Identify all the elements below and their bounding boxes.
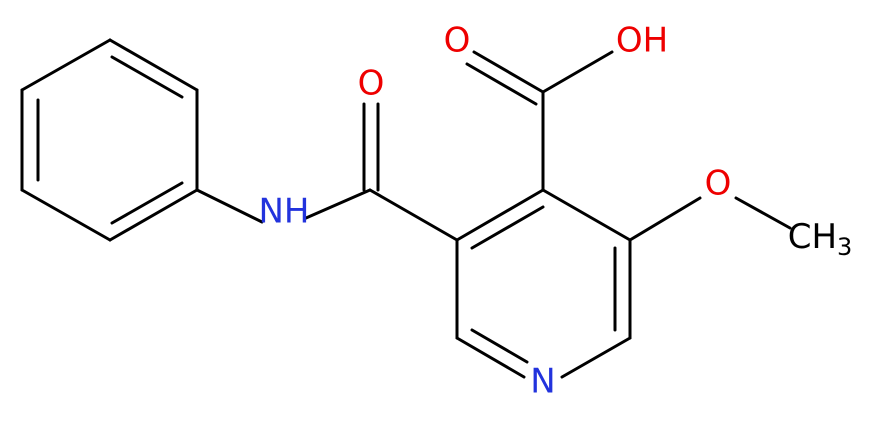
methoxy-bonds [628,196,792,242]
atom-label-subscript: 3 [837,233,852,261]
atom-label: OH [616,21,668,61]
benzene-ring [20,38,199,242]
atom-label: NH [259,192,310,232]
acid-bonds [465,50,614,192]
atom-label-main: CH [788,217,837,257]
atom-label: O [358,64,385,104]
amide-bonds [195,102,459,242]
atom-label: O [705,164,732,204]
pyridine-ring [455,188,632,379]
atom-label: O [444,21,471,61]
atom-label: N [530,362,555,402]
atom-label: CH3 [788,217,853,262]
